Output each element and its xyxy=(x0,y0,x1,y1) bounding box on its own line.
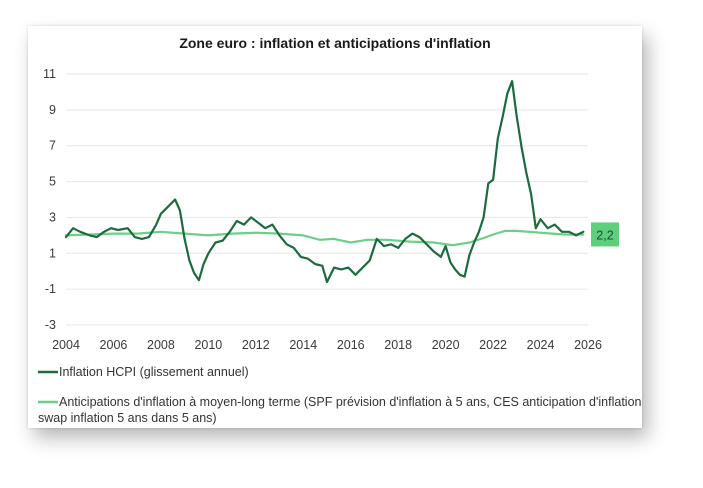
legend-label-expectations: Anticipations d'inflation à moyen-long t… xyxy=(38,395,642,425)
chart-card: Zone euro : inflation et anticipations d… xyxy=(28,26,703,428)
end-value-label: 2,2 xyxy=(596,228,613,242)
y-tick-label: 1 xyxy=(49,246,56,260)
x-tick-labels: 2004 2006 2008 2010 2012 2014 2016 2018 2020 2022… xyxy=(52,338,602,352)
x-tick-label: 2004 xyxy=(52,338,80,352)
x-tick-label: 2016 xyxy=(337,338,365,352)
x-tick-label: 2018 xyxy=(384,338,412,352)
y-tick-label: 3 xyxy=(49,210,56,224)
chart-title: Zone euro : inflation et anticipations d… xyxy=(179,35,490,51)
legend-label-hicp: Inflation HCPI (glissement annuel) xyxy=(59,365,249,379)
x-tick-label: 2014 xyxy=(289,338,317,352)
x-tick-label: 2010 xyxy=(194,338,222,352)
series-line-hicp xyxy=(64,80,585,284)
y-tick-labels: 11 9 7 5 3 1 -1 -3 xyxy=(43,67,56,332)
x-tick-label: 2012 xyxy=(242,338,270,352)
y-tick-label: 5 xyxy=(49,175,56,189)
series-line-expectations xyxy=(64,229,585,247)
end-value-badge: 2,2 xyxy=(591,222,619,247)
y-tick-label: 7 xyxy=(49,139,56,153)
x-tick-label: 2022 xyxy=(479,338,507,352)
legend: Inflation HCPI (glissement annuel) Antici… xyxy=(38,365,703,425)
x-tick-label: 2026 xyxy=(574,338,602,352)
x-tick-label: 2024 xyxy=(527,338,555,352)
series-lines xyxy=(64,80,585,284)
chart-svg: Zone euro : inflation et anticipations d… xyxy=(38,35,703,425)
y-tick-label: -1 xyxy=(45,282,56,296)
y-tick-label: 9 xyxy=(49,103,56,117)
y-tick-label: -3 xyxy=(45,318,56,332)
x-tick-label: 2020 xyxy=(432,338,460,352)
x-tick-label: 2006 xyxy=(100,338,128,352)
y-tick-label: 11 xyxy=(43,67,56,81)
x-tick-label: 2008 xyxy=(147,338,175,352)
end-value-badge-box xyxy=(591,222,619,247)
gridlines xyxy=(66,73,588,326)
